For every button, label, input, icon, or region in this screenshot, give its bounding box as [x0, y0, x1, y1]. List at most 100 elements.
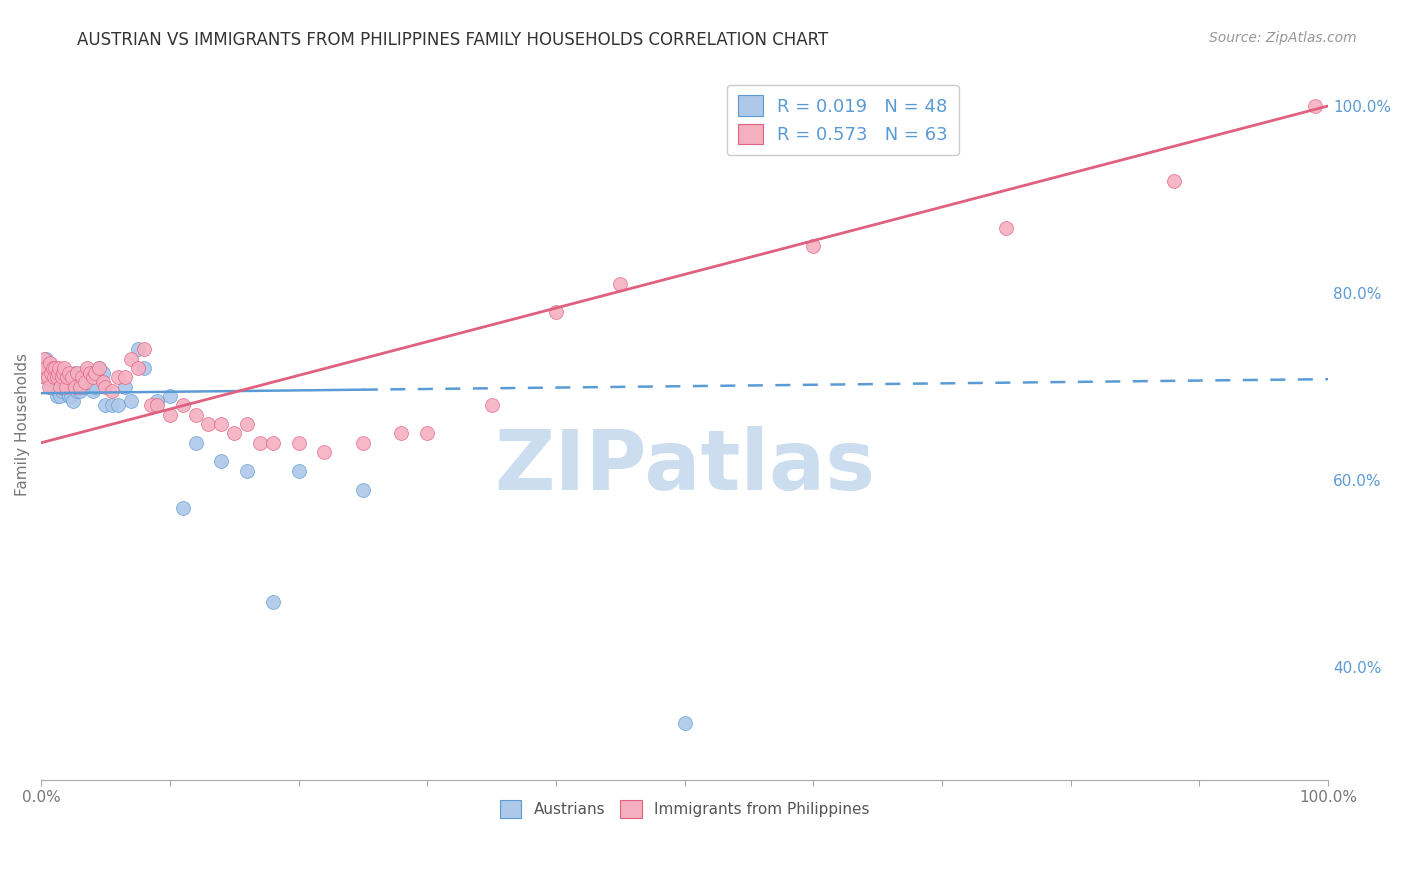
Point	[56, 370, 79, 384]
Point	[127, 342, 149, 356]
Point	[44, 370, 66, 384]
Point	[184, 408, 207, 422]
Text: ZIPatlas: ZIPatlas	[494, 426, 875, 508]
Point	[76, 375, 98, 389]
Point	[132, 342, 155, 356]
Point	[87, 360, 110, 375]
Point	[91, 375, 114, 389]
Point	[995, 220, 1018, 235]
Point	[801, 239, 824, 253]
Point	[51, 384, 73, 399]
Point	[39, 356, 62, 370]
Point	[101, 398, 124, 412]
Point	[46, 384, 69, 399]
Point	[44, 360, 66, 375]
Point	[46, 366, 69, 380]
Point	[82, 384, 104, 399]
Point	[82, 370, 104, 384]
Point	[63, 366, 86, 380]
Point	[38, 356, 60, 370]
Point	[62, 393, 84, 408]
Point	[120, 393, 142, 408]
Point	[42, 375, 65, 389]
Point	[45, 370, 67, 384]
Legend: Austrians, Immigrants from Philippines: Austrians, Immigrants from Philippines	[492, 792, 877, 825]
Point	[159, 389, 181, 403]
Point	[37, 366, 59, 380]
Point	[184, 435, 207, 450]
Point	[49, 379, 72, 393]
Point	[146, 393, 169, 408]
Point	[41, 366, 63, 380]
Point	[1303, 99, 1326, 113]
Point	[146, 398, 169, 412]
Point	[48, 379, 70, 393]
Point	[37, 370, 59, 384]
Point	[45, 389, 67, 403]
Point	[51, 370, 73, 384]
Point	[94, 398, 117, 412]
Point	[127, 360, 149, 375]
Point	[76, 360, 98, 375]
Point	[79, 366, 101, 380]
Point	[87, 360, 110, 375]
Point	[114, 379, 136, 393]
Point	[132, 360, 155, 375]
Point	[49, 389, 72, 403]
Point	[101, 384, 124, 399]
Point	[107, 370, 129, 384]
Point	[139, 398, 162, 412]
Point	[84, 366, 107, 380]
Point	[35, 351, 58, 366]
Point	[224, 426, 246, 441]
Point	[34, 370, 56, 384]
Point	[63, 379, 86, 393]
Point	[352, 435, 374, 450]
Point	[31, 360, 53, 375]
Point	[159, 408, 181, 422]
Point	[114, 370, 136, 384]
Point	[41, 366, 63, 380]
Point	[58, 366, 80, 380]
Point	[35, 360, 58, 375]
Point	[41, 379, 63, 393]
Point	[262, 435, 284, 450]
Point	[94, 379, 117, 393]
Point	[59, 389, 82, 403]
Point	[32, 360, 55, 375]
Text: AUSTRIAN VS IMMIGRANTS FROM PHILIPPINES FAMILY HOUSEHOLDS CORRELATION CHART: AUSTRIAN VS IMMIGRANTS FROM PHILIPPINES …	[77, 31, 828, 49]
Point	[287, 435, 309, 450]
Point	[53, 360, 76, 375]
Point	[172, 501, 194, 516]
Point	[38, 379, 60, 393]
Point	[197, 417, 219, 431]
Point	[66, 384, 89, 399]
Point	[52, 366, 75, 380]
Point	[673, 716, 696, 731]
Point	[120, 351, 142, 366]
Point	[287, 464, 309, 478]
Point	[391, 426, 413, 441]
Point	[544, 305, 567, 319]
Point	[42, 370, 65, 384]
Point	[53, 379, 76, 393]
Point	[209, 417, 232, 431]
Point	[48, 360, 70, 375]
Point	[236, 464, 259, 478]
Point	[172, 398, 194, 412]
Point	[58, 389, 80, 403]
Point	[66, 366, 89, 380]
Text: Source: ZipAtlas.com: Source: ZipAtlas.com	[1209, 31, 1357, 45]
Point	[73, 375, 96, 389]
Point	[84, 379, 107, 393]
Point	[34, 370, 56, 384]
Point	[69, 384, 91, 399]
Point	[72, 370, 94, 384]
Point	[72, 366, 94, 380]
Point	[416, 426, 439, 441]
Point	[79, 370, 101, 384]
Point	[60, 370, 83, 384]
Point	[107, 398, 129, 412]
Point	[262, 595, 284, 609]
Point	[41, 360, 63, 375]
